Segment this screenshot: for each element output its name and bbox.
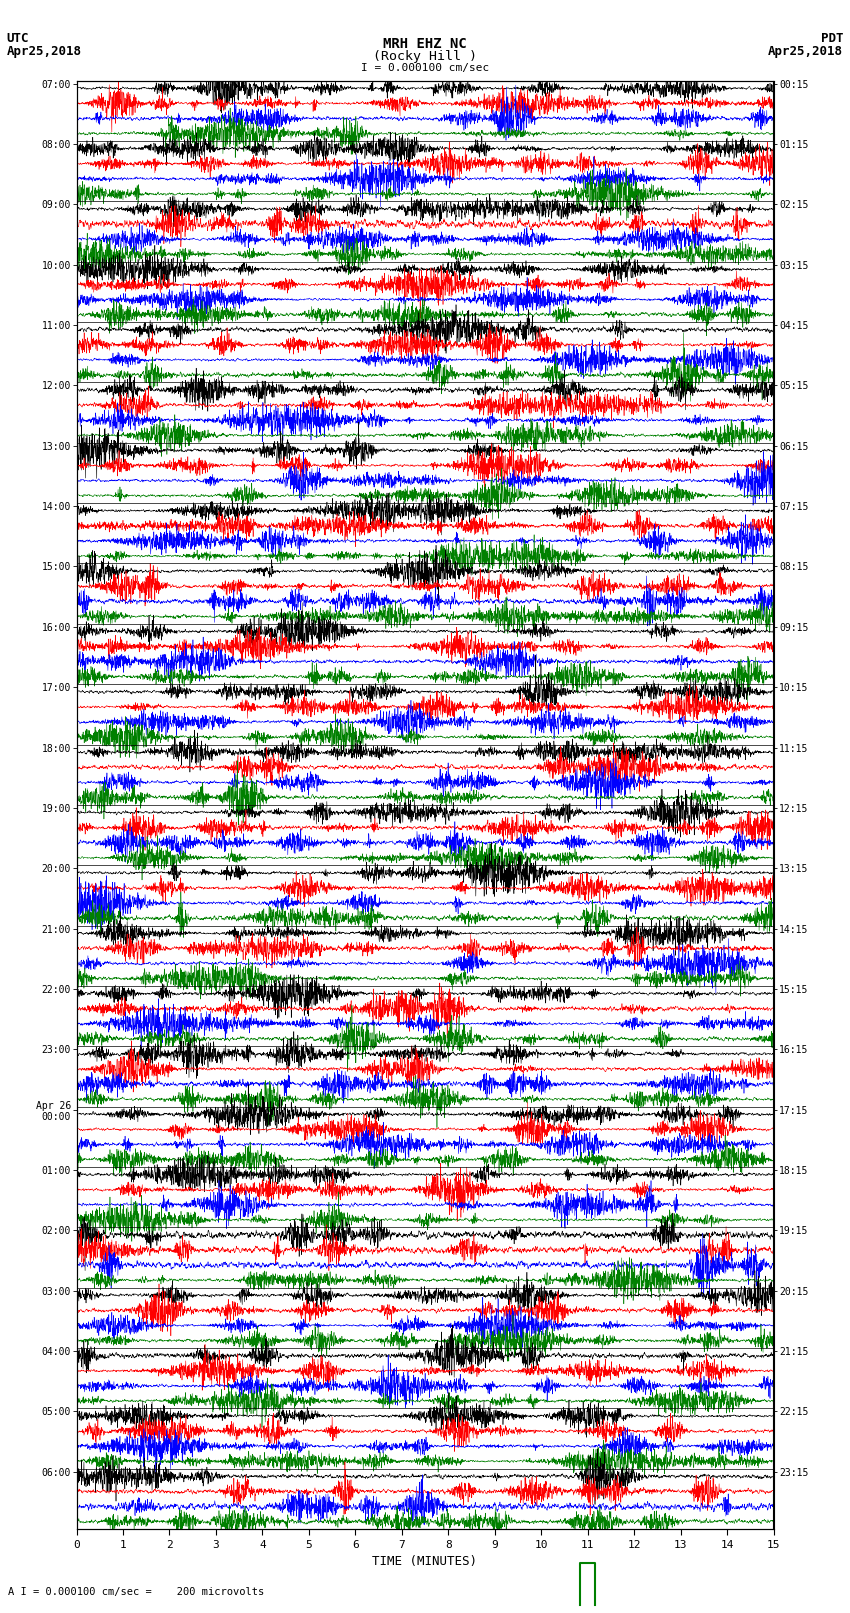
X-axis label: TIME (MINUTES): TIME (MINUTES): [372, 1555, 478, 1568]
Text: A I = 0.000100 cm/sec =    200 microvolts: A I = 0.000100 cm/sec = 200 microvolts: [8, 1587, 264, 1597]
Text: PDT: PDT: [821, 32, 843, 45]
Text: MRH EHZ NC: MRH EHZ NC: [383, 37, 467, 52]
Text: I = 0.000100 cm/sec: I = 0.000100 cm/sec: [361, 63, 489, 73]
Text: UTC: UTC: [7, 32, 29, 45]
Text: (Rocky Hill ): (Rocky Hill ): [373, 50, 477, 63]
Text: Apr25,2018: Apr25,2018: [768, 45, 843, 58]
Text: Apr25,2018: Apr25,2018: [7, 45, 82, 58]
